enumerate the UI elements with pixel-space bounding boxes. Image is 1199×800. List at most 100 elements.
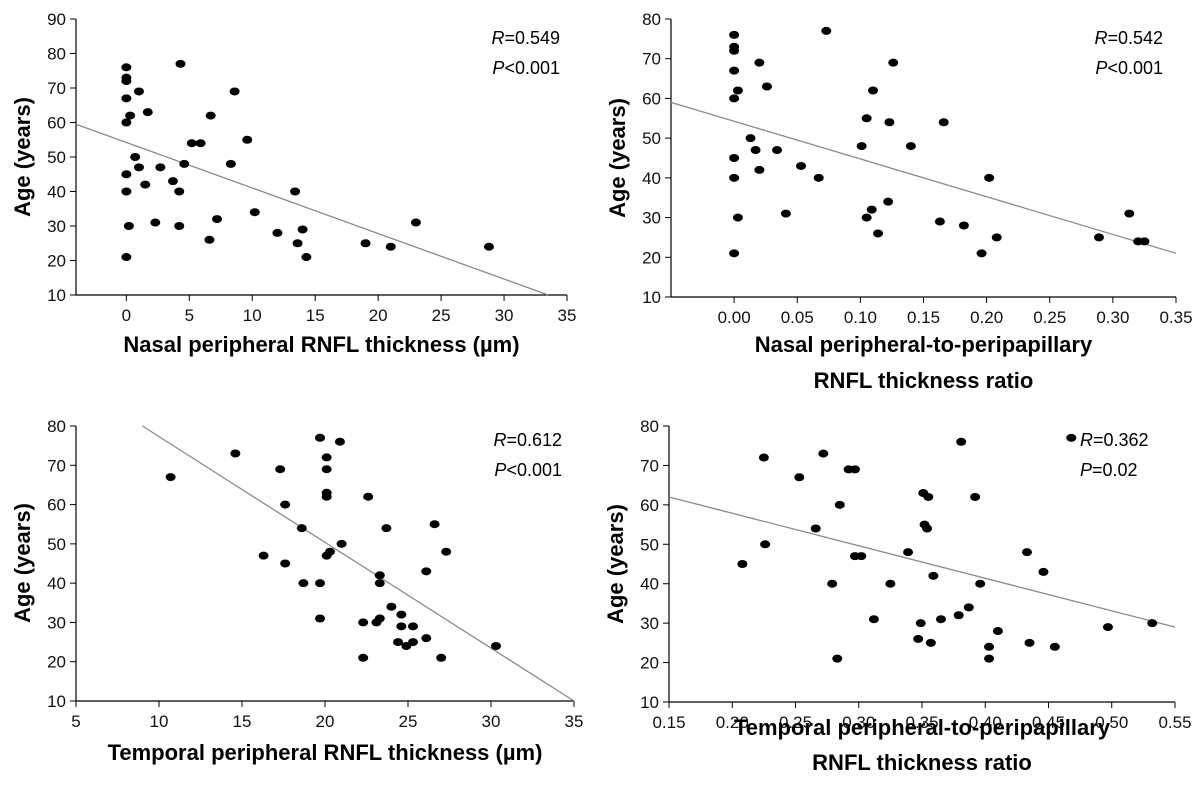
data-point [298,579,309,588]
p-value-annotation: P<0.001 [494,460,562,480]
data-point [856,142,867,151]
y-tick-label: 20 [640,654,659,673]
data-point [821,26,832,35]
data-point [729,94,740,103]
data-point [292,239,303,248]
data-point [1021,548,1032,557]
r-symbol: R [1080,430,1093,450]
data-point [360,239,371,248]
x-axis-title: Nasal peripheral-to-peripapillary [755,332,1093,357]
data-point [315,433,326,442]
data-point [991,233,1002,242]
x-tick-label: 20 [316,712,335,731]
correlation-annotation: R=0.612 [493,430,562,450]
data-point [123,222,134,230]
chart-panel-nasal-thickness: 10 20 30 40 50 60 70 80 90 0 5 10 15 20 25 30 35 Nasal pe… [10,10,576,357]
data-point [121,170,132,179]
data-point [130,153,141,161]
y-tick-label: 70 [47,456,66,475]
chart-panel-temporal-thickness: 10 20 30 40 50 60 70 80 5 10 15 20 25 30 35 Temporal pe… [10,417,583,765]
data-point [925,638,936,647]
y-tick-label: 40 [640,575,659,594]
data-point [984,642,995,651]
data-point [301,253,312,262]
y-axis-title: Age (years) [10,503,35,623]
data-point [1024,638,1035,647]
x-tick-label: 0.20 [970,308,1003,327]
data-point [296,524,307,533]
y-tick-label: 50 [642,129,661,148]
x-axis-title: Temporal peripheral-to-peripapillary [734,715,1111,740]
data-point [205,111,216,120]
data-point [275,465,286,474]
data-point [230,449,241,458]
x-tick-label: 5 [71,712,80,731]
data-point [832,654,843,663]
data-point [953,611,964,620]
regression-line [75,123,549,296]
data-point [732,213,743,222]
r-value: =0.612 [506,430,562,450]
p-symbol: P [492,58,504,78]
data-point [780,209,791,218]
data-point [1038,567,1049,576]
data-point [186,139,197,148]
y-tick-label: 50 [47,535,66,554]
y-tick-label: 90 [47,10,66,29]
data-point [290,187,301,196]
data-point [436,653,447,662]
data-point [396,610,407,619]
data-point [976,249,987,258]
regression-line [142,425,575,702]
chart-panel-nasal-ratio: 10 20 30 40 50 60 70 80 0.00 0.05 0.10 0.15 0.20 0.25… [605,10,1193,393]
x-tick-label: 0.25 [779,713,812,732]
y-tick-label: 80 [642,10,661,29]
r-symbol: R [491,28,504,48]
x-tick-label: 35 [558,306,577,325]
data-point [754,165,765,174]
data-point [729,249,740,258]
x-tick-label: 25 [399,712,418,731]
x-tick-label: 0.25 [1033,308,1066,327]
y-tick-label: 80 [47,45,66,64]
r-value: =0.549 [504,28,560,48]
data-point [794,473,805,482]
data-point [729,30,740,39]
data-point [729,173,740,182]
x-axis-title: RNFL thickness ratio [814,368,1034,393]
data-point [868,86,878,95]
correlation-annotation: R=0.362 [1080,430,1149,450]
data-point [938,118,949,127]
data-point [760,540,771,549]
data-point [249,208,260,217]
data-point [167,177,178,186]
p-value-annotation: P<0.001 [1095,58,1163,78]
data-point [861,213,872,222]
data-point [483,242,494,251]
y-tick-label: 60 [47,496,66,515]
p-value: <0.001 [1107,58,1163,78]
data-point [810,524,821,533]
data-point [856,552,867,561]
data-point [133,87,144,96]
data-point [280,500,291,509]
y-axis-title: Age (years) [605,98,630,218]
data-point [175,59,186,68]
data-point [1139,237,1150,246]
data-point [280,559,291,568]
r-symbol: R [493,430,506,450]
data-point [1093,233,1104,242]
data-point [229,87,240,96]
data-point [729,154,740,162]
data-point [374,579,385,588]
y-tick-label: 50 [47,148,66,167]
y-tick-label: 30 [640,614,659,633]
data-point [429,520,440,529]
data-point [212,215,223,224]
data-point [374,614,385,623]
correlation-annotation: R=0.549 [491,28,560,48]
y-tick-label: 20 [642,248,661,267]
data-point [121,94,132,103]
data-point [174,187,185,196]
data-point [922,524,933,533]
